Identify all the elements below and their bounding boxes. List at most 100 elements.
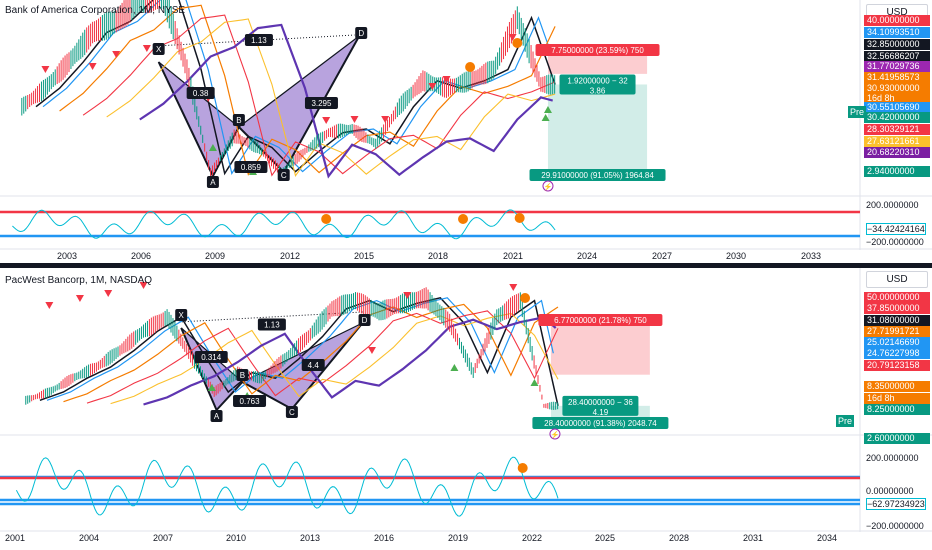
point-d-label: D (362, 316, 368, 325)
entry-label-bg (562, 395, 639, 416)
point-b-label: B (240, 371, 245, 380)
currency-button[interactable]: USD (866, 271, 928, 288)
price-axis-label: 27.71991721 (864, 326, 930, 337)
ratio-abc-label: 0.763 (240, 397, 261, 406)
xabcd-path (157, 35, 361, 179)
stop-label-bg (529, 169, 666, 181)
symbol-title: PacWest Bancorp, 1M, NASDAQ (5, 275, 153, 286)
flash-icon (549, 428, 561, 440)
ma-purple (143, 316, 557, 406)
ratio-bcd-label: 3.295 (311, 99, 332, 108)
point-d-label-bg (355, 27, 368, 39)
price-axis-label: 30.42000000 (864, 112, 930, 123)
price-axis-label: 16d 8h (864, 93, 930, 104)
buy-signal-marker (530, 379, 539, 386)
entry-label: 28.40000000 − 36 (568, 398, 633, 407)
time-axis-tick: 2024 (576, 251, 598, 261)
ratio-xab-label: 0.314 (201, 353, 222, 362)
time-axis-tick: 2027 (651, 251, 673, 261)
price-axis-label: 27.63121661 (864, 136, 930, 147)
point-b-label-bg (232, 114, 245, 126)
sell-signal-marker (142, 45, 151, 52)
price-axis-label: 25.02146690 (864, 337, 930, 348)
price-axis-label: 34.10993510 (864, 27, 930, 38)
ratio-xab-label-bg (194, 351, 228, 363)
stop-label: 28.40000000 (91.38%) 2048.74 (544, 419, 657, 428)
chart-canvas-bac[interactable]: X A B C D 1.13 0.38 0.859 3.295 7.75000000 (23.59… (0, 0, 932, 263)
entry-label-line2: 4.19 (593, 408, 609, 417)
point-c-label: C (281, 171, 287, 180)
price-axis-label: 20.68220310 (864, 147, 930, 158)
point-a-label-bg (206, 176, 219, 188)
time-axis-tick: 2033 (800, 251, 822, 261)
sell-signal-marker (367, 347, 376, 354)
oscillator-axis-label: −62.97234923 (866, 498, 926, 510)
target-label: 6.77000000 (21.78%) 750 (554, 316, 647, 325)
time-axis-tick: 2007 (152, 533, 174, 543)
buy-signal-marker (450, 364, 459, 371)
stop-label: 29.91000000 (91.05%) 1964.84 (541, 171, 654, 180)
price-axis-label: 50.00000000 (864, 292, 930, 303)
ratio-xd-label: 1.13 (251, 36, 267, 45)
ratio-xd-label-bg (257, 318, 286, 331)
ratio-bcd-label-bg (301, 359, 325, 371)
oscillator-axis-label: 200.0000000 (866, 453, 919, 463)
target-label: 7.75000000 (23.59%) 750 (551, 46, 644, 55)
price-axis-label: 24.76227998 (864, 348, 930, 359)
time-axis-tick: 2021 (502, 251, 524, 261)
time-axis-tick: 2028 (668, 533, 690, 543)
sell-signal-marker (139, 282, 148, 289)
time-axis-tick: 2015 (353, 251, 375, 261)
point-a-label: A (214, 412, 220, 421)
time-axis-tick: 2025 (594, 533, 616, 543)
oscillator-line (15, 456, 559, 517)
ratio-xab-label-bg (186, 87, 215, 99)
oscillator-line (12, 209, 556, 240)
price-axis-label: 31.41958573 (864, 72, 930, 83)
flash-icon-glyph: ⚡ (551, 430, 560, 439)
price-axis-label: 2.94000000 (864, 166, 930, 177)
ratio-bcd-label-bg (304, 97, 338, 109)
price-axis-label: 8.25000000 (864, 404, 930, 415)
sell-signal-marker (112, 51, 121, 58)
ratio-abc-label-bg (234, 161, 268, 173)
symbol-title: Bank of America Corporation, 1M, NYSE (5, 5, 186, 16)
point-x-label-bg (175, 309, 188, 321)
point-c-label-bg (277, 169, 290, 181)
time-axis-tick: 2012 (279, 251, 301, 261)
point-b-label-bg (236, 369, 249, 381)
time-axis-tick: 2019 (447, 533, 469, 543)
ma-purple (139, 23, 553, 179)
time-axis-tick: 2034 (816, 533, 838, 543)
sell-signal-marker (45, 302, 54, 309)
osc-alert-dot (321, 214, 332, 224)
buy-signal-marker (208, 144, 217, 151)
price-axis-label: 37.85000000 (864, 303, 930, 314)
point-d-label: D (358, 29, 364, 38)
ma-yellow (110, 312, 559, 405)
target-label-bg (538, 314, 663, 326)
chart-canvas-pacw[interactable]: X A B C D 1.13 0.314 0.763 4.4 6.77000000 (21.78%… (0, 268, 932, 550)
point-x-label-bg (152, 43, 165, 55)
sell-signal-marker (350, 116, 359, 123)
stop-label-bg (532, 417, 669, 429)
entry-label-line2: 3.86 (590, 86, 606, 95)
target-label-bg (535, 44, 660, 56)
time-axis-tick: 2022 (521, 533, 543, 543)
chart-pane-pacw[interactable]: X A B C D 1.13 0.314 0.763 4.4 6.77000000 (21.78%… (0, 268, 932, 550)
pre-market-badge: Pre (836, 415, 854, 427)
ratio-abc-label-bg (233, 395, 267, 407)
chart-pane-bac[interactable]: X A B C D 1.13 0.38 0.859 3.295 7.75000000 (23.59… (0, 0, 932, 263)
time-axis-tick: 2016 (373, 533, 395, 543)
sell-signal-marker (428, 83, 437, 90)
alert-dot (512, 38, 523, 48)
ratio-xd-label-bg (244, 34, 273, 46)
osc-alert-dot (514, 213, 525, 223)
price-axis-label: 16d 8h (864, 393, 930, 404)
ratio-xab-label: 0.38 (193, 89, 209, 98)
time-axis-tick: 2009 (204, 251, 226, 261)
sell-signal-marker (508, 34, 517, 41)
time-axis-tick: 2031 (742, 533, 764, 543)
sell-signal-marker (88, 63, 97, 70)
sell-signal-marker (442, 76, 451, 83)
